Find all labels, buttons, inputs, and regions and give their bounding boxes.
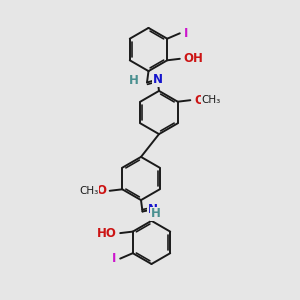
Text: N: N (148, 203, 158, 216)
Text: OH: OH (183, 52, 203, 65)
Text: CH₃: CH₃ (79, 186, 98, 196)
Text: H: H (151, 207, 161, 220)
Text: HO: HO (97, 226, 117, 240)
Text: O: O (194, 94, 204, 107)
Text: CH₃: CH₃ (202, 95, 221, 105)
Text: I: I (112, 252, 117, 265)
Text: H: H (129, 74, 139, 87)
Text: I: I (183, 27, 188, 40)
Text: O: O (96, 184, 106, 197)
Text: N: N (152, 73, 163, 86)
